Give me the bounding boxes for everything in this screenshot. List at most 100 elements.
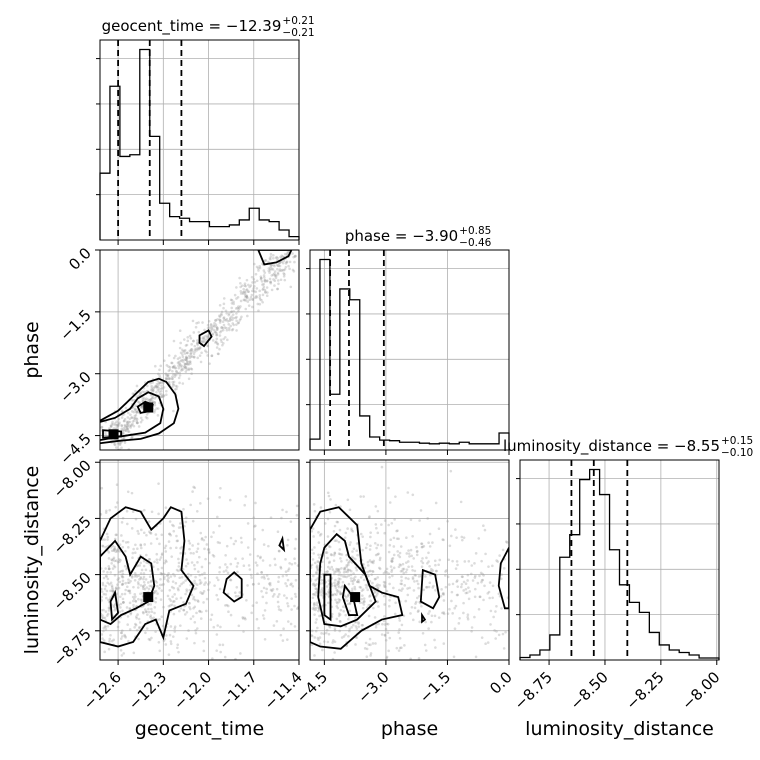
scatter-point — [290, 582, 293, 585]
scatter-point — [136, 421, 139, 425]
scatter-point — [172, 365, 175, 369]
scatter-point — [239, 299, 243, 303]
density-peak — [350, 592, 361, 603]
scatter-point — [345, 553, 348, 557]
scatter-point — [126, 427, 130, 431]
scatter-point — [335, 520, 339, 524]
scatter-point — [501, 632, 505, 636]
scatter-point — [147, 587, 151, 591]
scatter-point — [376, 543, 380, 547]
scatter-point — [272, 624, 276, 627]
scatter-point — [293, 260, 296, 264]
scatter-point — [286, 578, 290, 582]
scatter-point — [187, 363, 191, 366]
scatter-point — [383, 585, 386, 588]
scatter-point — [172, 373, 175, 376]
scatter-point — [112, 556, 116, 560]
scatter-point — [188, 360, 192, 363]
scatter-point — [476, 581, 480, 585]
scatter-point — [156, 407, 160, 410]
scatter-point — [376, 600, 379, 604]
scatter-point — [279, 633, 283, 637]
scatter-point — [174, 581, 178, 585]
scatter-point — [149, 579, 153, 583]
scatter-point — [363, 566, 367, 570]
scatter-point — [156, 385, 160, 389]
scatter-point — [151, 381, 154, 384]
scatter-point — [326, 570, 329, 573]
scatter-point — [100, 616, 104, 619]
scatter-point — [405, 568, 409, 571]
scatter-point — [194, 582, 197, 585]
scatter-point — [466, 615, 469, 619]
scatter-point — [239, 285, 242, 289]
scatter-point — [344, 596, 348, 599]
scatter-point — [277, 262, 281, 265]
scatter-point — [132, 606, 135, 609]
scatter-point — [398, 646, 402, 650]
scatter-point — [124, 541, 128, 544]
scatter-point — [215, 333, 219, 337]
scatter-point — [495, 559, 498, 562]
scatter-point — [218, 321, 222, 324]
scatter-point — [183, 366, 186, 370]
scatter-point — [134, 413, 138, 417]
scatter-point — [169, 599, 173, 602]
scatter-point — [281, 268, 284, 272]
scatter-point — [168, 589, 172, 592]
scatter-point — [195, 321, 198, 325]
scatter-point — [392, 586, 395, 590]
scatter-point — [288, 562, 291, 565]
scatter-point — [122, 601, 125, 604]
scatter-point — [184, 356, 188, 360]
scatter-point — [346, 568, 350, 571]
scatter-point — [162, 577, 166, 581]
scatter-point — [244, 290, 247, 294]
scatter-point — [160, 572, 164, 576]
scatter-point — [202, 538, 206, 542]
scatter-point — [121, 437, 124, 441]
scatter-point — [383, 581, 387, 584]
scatter-point — [487, 565, 490, 568]
scatter-point — [202, 340, 206, 343]
scatter-point — [184, 564, 188, 568]
scatter-point — [142, 396, 146, 400]
scatter-point — [460, 575, 464, 578]
scatter-point — [267, 269, 270, 273]
scatter-point — [313, 601, 316, 605]
scatter-point — [344, 633, 347, 636]
scatter-point — [232, 310, 236, 313]
scatter-point — [403, 644, 406, 647]
scatter-point — [116, 423, 120, 426]
scatter-point — [313, 603, 316, 607]
scatter-point — [357, 621, 360, 624]
scatter-point — [225, 312, 228, 315]
scatter-point — [148, 399, 151, 402]
scatter-point — [190, 343, 193, 346]
scatter-point — [446, 519, 449, 523]
scatter-point — [397, 565, 401, 569]
scatter-point — [168, 597, 171, 601]
scatter-point — [209, 324, 213, 327]
scatter-point — [361, 573, 365, 577]
scatter-point — [286, 250, 290, 254]
scatter-point — [291, 268, 295, 272]
scatter-point — [146, 613, 149, 616]
scatter-point — [170, 361, 174, 365]
scatter-point — [427, 551, 430, 555]
scatter-point — [260, 280, 264, 283]
scatter-point — [219, 338, 223, 342]
scatter-point — [160, 387, 163, 391]
scatter-point — [108, 582, 111, 586]
scatter-point — [134, 407, 137, 411]
scatter-point — [183, 365, 186, 368]
scatter-point — [211, 657, 214, 660]
scatter-point — [179, 551, 182, 555]
scatter-point — [395, 537, 399, 540]
scatter-point — [282, 268, 286, 272]
scatter-point — [144, 578, 148, 581]
scatter-point — [137, 574, 140, 577]
scatter-point — [223, 318, 226, 322]
scatter-point — [364, 583, 368, 587]
scatter-point — [215, 593, 218, 597]
